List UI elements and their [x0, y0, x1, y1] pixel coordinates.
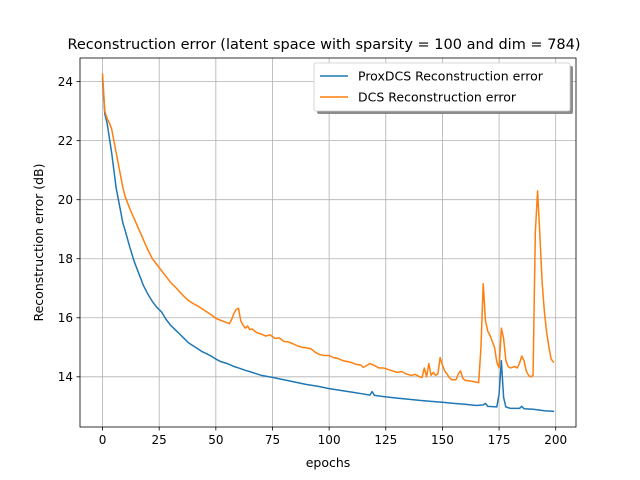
axis-ticks: 0 25 50 75 100 125 150 175 200 14 16 18 20 22 24: [58, 75, 567, 447]
chart-title: Reconstruction error (latent space with …: [67, 37, 580, 53]
y-tick-label: 24: [58, 75, 73, 89]
legend: ProxDCS Reconstruction error DCS Reconst…: [313, 62, 573, 114]
x-tick-label: 100: [318, 433, 341, 447]
y-tick-label: 14: [58, 370, 73, 384]
x-tick-label: 75: [265, 433, 280, 447]
x-tick-label: 150: [431, 433, 454, 447]
x-tick-label: 200: [544, 433, 567, 447]
legend-label-proxdcs: ProxDCS Reconstruction error: [358, 69, 544, 84]
x-tick-label: 0: [99, 433, 107, 447]
x-tick-label: 50: [208, 433, 223, 447]
legend-label-dcs: DCS Reconstruction error: [358, 90, 517, 105]
y-tick-label: 22: [58, 134, 73, 148]
x-tick-label: 25: [152, 433, 167, 447]
y-tick-label: 18: [58, 252, 73, 266]
plot-frame: [79, 57, 577, 428]
x-tick-label: 125: [374, 433, 397, 447]
x-tick-label: 175: [488, 433, 511, 447]
series-line-dcs: [101, 73, 555, 384]
series-line-proxdcs: [101, 77, 555, 413]
y-tick-label: 16: [58, 311, 73, 325]
y-tick-label: 20: [58, 193, 73, 207]
y-axis-label: Reconstruction error (dB): [31, 163, 46, 321]
series-lines: [101, 73, 555, 413]
x-axis-label: epochs: [306, 455, 351, 470]
legend-box: [313, 62, 571, 112]
